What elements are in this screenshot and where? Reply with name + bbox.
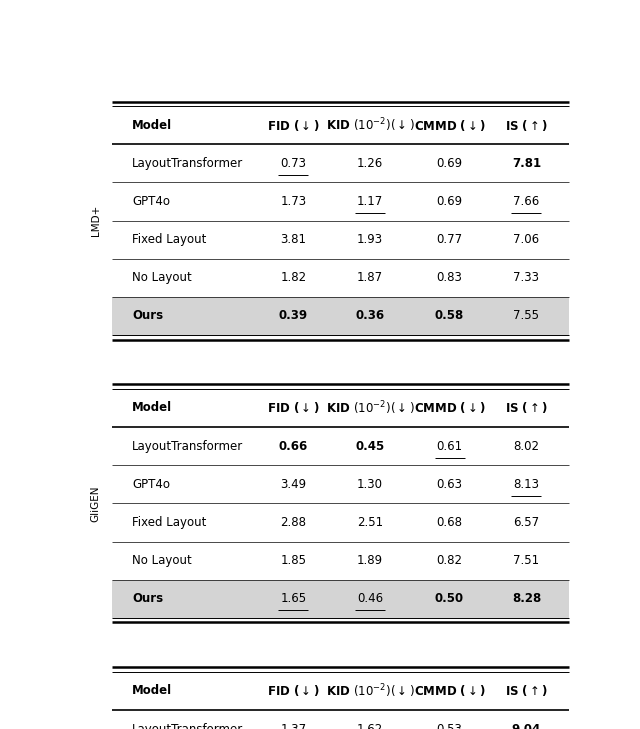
Text: 1.65: 1.65: [280, 593, 307, 605]
Text: CMMD ($\downarrow$): CMMD ($\downarrow$): [413, 117, 486, 133]
Text: 2.88: 2.88: [280, 516, 307, 529]
Text: LayoutTransformer: LayoutTransformer: [132, 157, 243, 170]
Text: Model: Model: [132, 119, 172, 132]
Text: 2.51: 2.51: [357, 516, 383, 529]
Text: Ours: Ours: [132, 593, 163, 605]
Text: FID ($\downarrow$): FID ($\downarrow$): [267, 683, 319, 698]
Text: 7.66: 7.66: [513, 195, 540, 208]
Text: 0.69: 0.69: [436, 195, 463, 208]
Text: 0.73: 0.73: [280, 157, 307, 170]
Text: 0.83: 0.83: [436, 271, 463, 284]
Text: GliGEN: GliGEN: [91, 486, 101, 522]
Text: 1.17: 1.17: [357, 195, 383, 208]
Text: FID ($\downarrow$): FID ($\downarrow$): [267, 400, 319, 416]
Text: 0.82: 0.82: [436, 554, 463, 567]
Text: KID $(10^{-2})(\downarrow)$: KID $(10^{-2})(\downarrow)$: [326, 682, 415, 700]
Text: 1.73: 1.73: [280, 195, 307, 208]
Text: Model: Model: [132, 685, 172, 698]
Text: 1.30: 1.30: [357, 477, 383, 491]
Text: Fixed Layout: Fixed Layout: [132, 233, 207, 246]
Text: IS ($\uparrow$): IS ($\uparrow$): [505, 683, 548, 698]
Text: IS ($\uparrow$): IS ($\uparrow$): [505, 400, 548, 416]
Text: 0.77: 0.77: [436, 233, 463, 246]
Text: 7.81: 7.81: [512, 157, 541, 170]
Text: 3.81: 3.81: [280, 233, 307, 246]
Text: No Layout: No Layout: [132, 271, 192, 284]
Text: 0.63: 0.63: [436, 477, 463, 491]
Text: 7.55: 7.55: [513, 309, 540, 322]
Text: LMD+: LMD+: [91, 205, 101, 236]
Text: 0.68: 0.68: [436, 516, 463, 529]
Text: 0.69: 0.69: [436, 157, 463, 170]
Text: 0.36: 0.36: [356, 309, 385, 322]
Text: 7.33: 7.33: [513, 271, 540, 284]
Text: GPT4o: GPT4o: [132, 195, 170, 208]
Text: 0.46: 0.46: [357, 593, 383, 605]
Text: 7.06: 7.06: [513, 233, 540, 246]
Text: 0.50: 0.50: [435, 593, 464, 605]
Text: 1.85: 1.85: [280, 554, 307, 567]
Text: 0.58: 0.58: [435, 309, 464, 322]
Text: IS ($\uparrow$): IS ($\uparrow$): [505, 117, 548, 133]
Bar: [112, 580, 568, 618]
Text: 3.49: 3.49: [280, 477, 307, 491]
Text: Model: Model: [132, 402, 172, 415]
Text: 1.37: 1.37: [280, 722, 307, 729]
Text: FID ($\downarrow$): FID ($\downarrow$): [267, 117, 319, 133]
Text: 0.39: 0.39: [278, 309, 308, 322]
Text: Fixed Layout: Fixed Layout: [132, 516, 207, 529]
Text: 1.26: 1.26: [357, 157, 383, 170]
Text: 0.53: 0.53: [436, 722, 463, 729]
Text: CMMD ($\downarrow$): CMMD ($\downarrow$): [413, 683, 486, 698]
Text: 1.93: 1.93: [357, 233, 383, 246]
Text: GPT4o: GPT4o: [132, 477, 170, 491]
Text: 8.02: 8.02: [513, 440, 540, 453]
Text: LayoutTransformer: LayoutTransformer: [132, 722, 243, 729]
Text: Ours: Ours: [132, 309, 163, 322]
Text: LayoutTransformer: LayoutTransformer: [132, 440, 243, 453]
Bar: [112, 297, 568, 335]
Text: 0.61: 0.61: [436, 440, 463, 453]
Text: 6.57: 6.57: [513, 516, 540, 529]
Text: KID $(10^{-2})(\downarrow)$: KID $(10^{-2})(\downarrow)$: [326, 399, 415, 417]
Text: 1.89: 1.89: [357, 554, 383, 567]
Text: 7.51: 7.51: [513, 554, 540, 567]
Text: No Layout: No Layout: [132, 554, 192, 567]
Text: CMMD ($\downarrow$): CMMD ($\downarrow$): [413, 400, 486, 416]
Text: 9.04: 9.04: [512, 722, 541, 729]
Text: KID $(10^{-2})(\downarrow)$: KID $(10^{-2})(\downarrow)$: [326, 117, 415, 134]
Text: 0.45: 0.45: [356, 440, 385, 453]
Text: 1.62: 1.62: [357, 722, 383, 729]
Text: 1.82: 1.82: [280, 271, 307, 284]
Text: 8.13: 8.13: [513, 477, 540, 491]
Text: 1.87: 1.87: [357, 271, 383, 284]
Text: 0.66: 0.66: [278, 440, 308, 453]
Text: 8.28: 8.28: [512, 593, 541, 605]
